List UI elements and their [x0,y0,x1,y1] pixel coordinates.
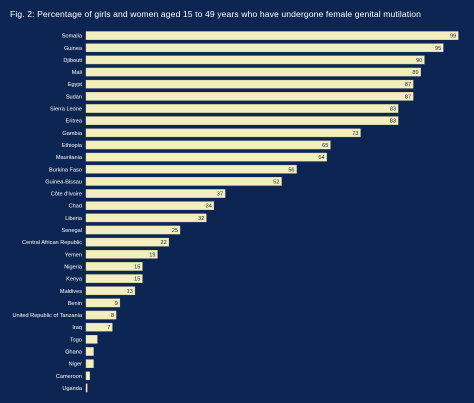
bar [85,310,117,320]
category-label: Chad [69,204,82,210]
bar [85,347,94,356]
bar [85,335,98,344]
bar [85,371,90,381]
value-label: 89 [412,70,418,76]
category-label: Ghana [65,350,83,356]
value-label: 95 [435,46,441,52]
category-label: Liberia [65,216,83,222]
category-label: Sierra Leone [50,107,82,113]
category-label: Somalia [62,34,83,40]
category-label: Mauritania [56,155,83,161]
bar [85,104,399,113]
value-label: 25 [172,228,178,234]
value-label: 2 [96,362,99,368]
value-label: 34 [206,204,212,210]
category-label: Egypt [68,82,83,88]
category-label: Benin [68,301,82,307]
bar [85,237,169,247]
category-label: Nigeria [64,264,83,270]
category-label: Kenya [66,277,83,283]
value-label: 19 [149,252,155,258]
value-label: 73 [352,131,358,137]
bar [85,201,215,211]
category-label: Iraq [72,325,82,331]
category-label: Ethiopia [62,143,83,149]
bar [85,92,414,101]
category-label: Burkina Faso [49,167,82,173]
bar [85,262,143,271]
category-label: Niger [69,362,83,368]
category-label: Djibouti [63,58,82,64]
category-label: Senegal [61,228,82,234]
value-label: 3 [99,337,102,343]
bar [85,79,414,89]
value-label: 13 [127,289,133,295]
bar [85,43,444,53]
value-label: 52 [273,179,279,185]
value-label: 87 [405,94,411,100]
value-label: 1 [92,374,95,380]
value-label: 83 [390,119,396,125]
value-label: 64 [318,155,324,161]
bar [85,31,459,40]
chart-title: Fig. 2: Percentage of girls and women ag… [10,9,422,19]
bar [85,55,425,65]
category-label: Uganda [62,386,82,392]
category-label: Gambia [62,131,82,137]
bar [85,177,282,186]
bar [85,116,399,125]
bar [85,152,327,162]
bar [85,383,88,393]
bar [85,189,226,198]
bar [85,225,181,235]
bar [85,249,158,259]
value-label: 83 [390,107,396,113]
value-label: 0.3 [89,386,97,392]
bar [85,359,94,368]
category-label: Maldives [60,289,82,295]
value-label: 7 [107,325,110,331]
category-label: United Republic of Tanzania [12,313,82,319]
category-label: Cameroon [56,374,82,380]
value-label: 2 [96,350,99,356]
category-label: Guinea [64,46,83,52]
value-label: 9 [115,301,118,307]
value-label: 87 [405,82,411,88]
category-label: Sudan [66,94,82,100]
value-label: 99 [450,34,456,40]
bar [85,213,207,223]
value-label: 22 [160,240,166,246]
value-label: 90 [416,58,422,64]
value-label: 32 [198,216,204,222]
value-label: 8 [111,313,114,319]
category-label: Guinea-Bissau [45,179,82,185]
bar [85,274,143,283]
bar [85,140,331,150]
bar [85,298,121,308]
category-label: Mali [72,70,82,76]
value-label: 65 [322,143,328,149]
bar [85,67,421,77]
category-label: Yemen [65,252,82,258]
category-label: Togo [70,337,82,343]
value-label: 37 [217,192,223,198]
value-label: 15 [134,264,140,270]
category-label: Central African Republic [22,240,82,246]
bar [85,128,361,138]
bar [85,286,136,296]
bar [85,164,297,174]
value-label: 56 [288,167,294,173]
category-label: Côte d'Ivoire [51,192,82,198]
bar [85,322,113,332]
value-label: 15 [134,277,140,283]
category-label: Eritrea [66,119,83,125]
